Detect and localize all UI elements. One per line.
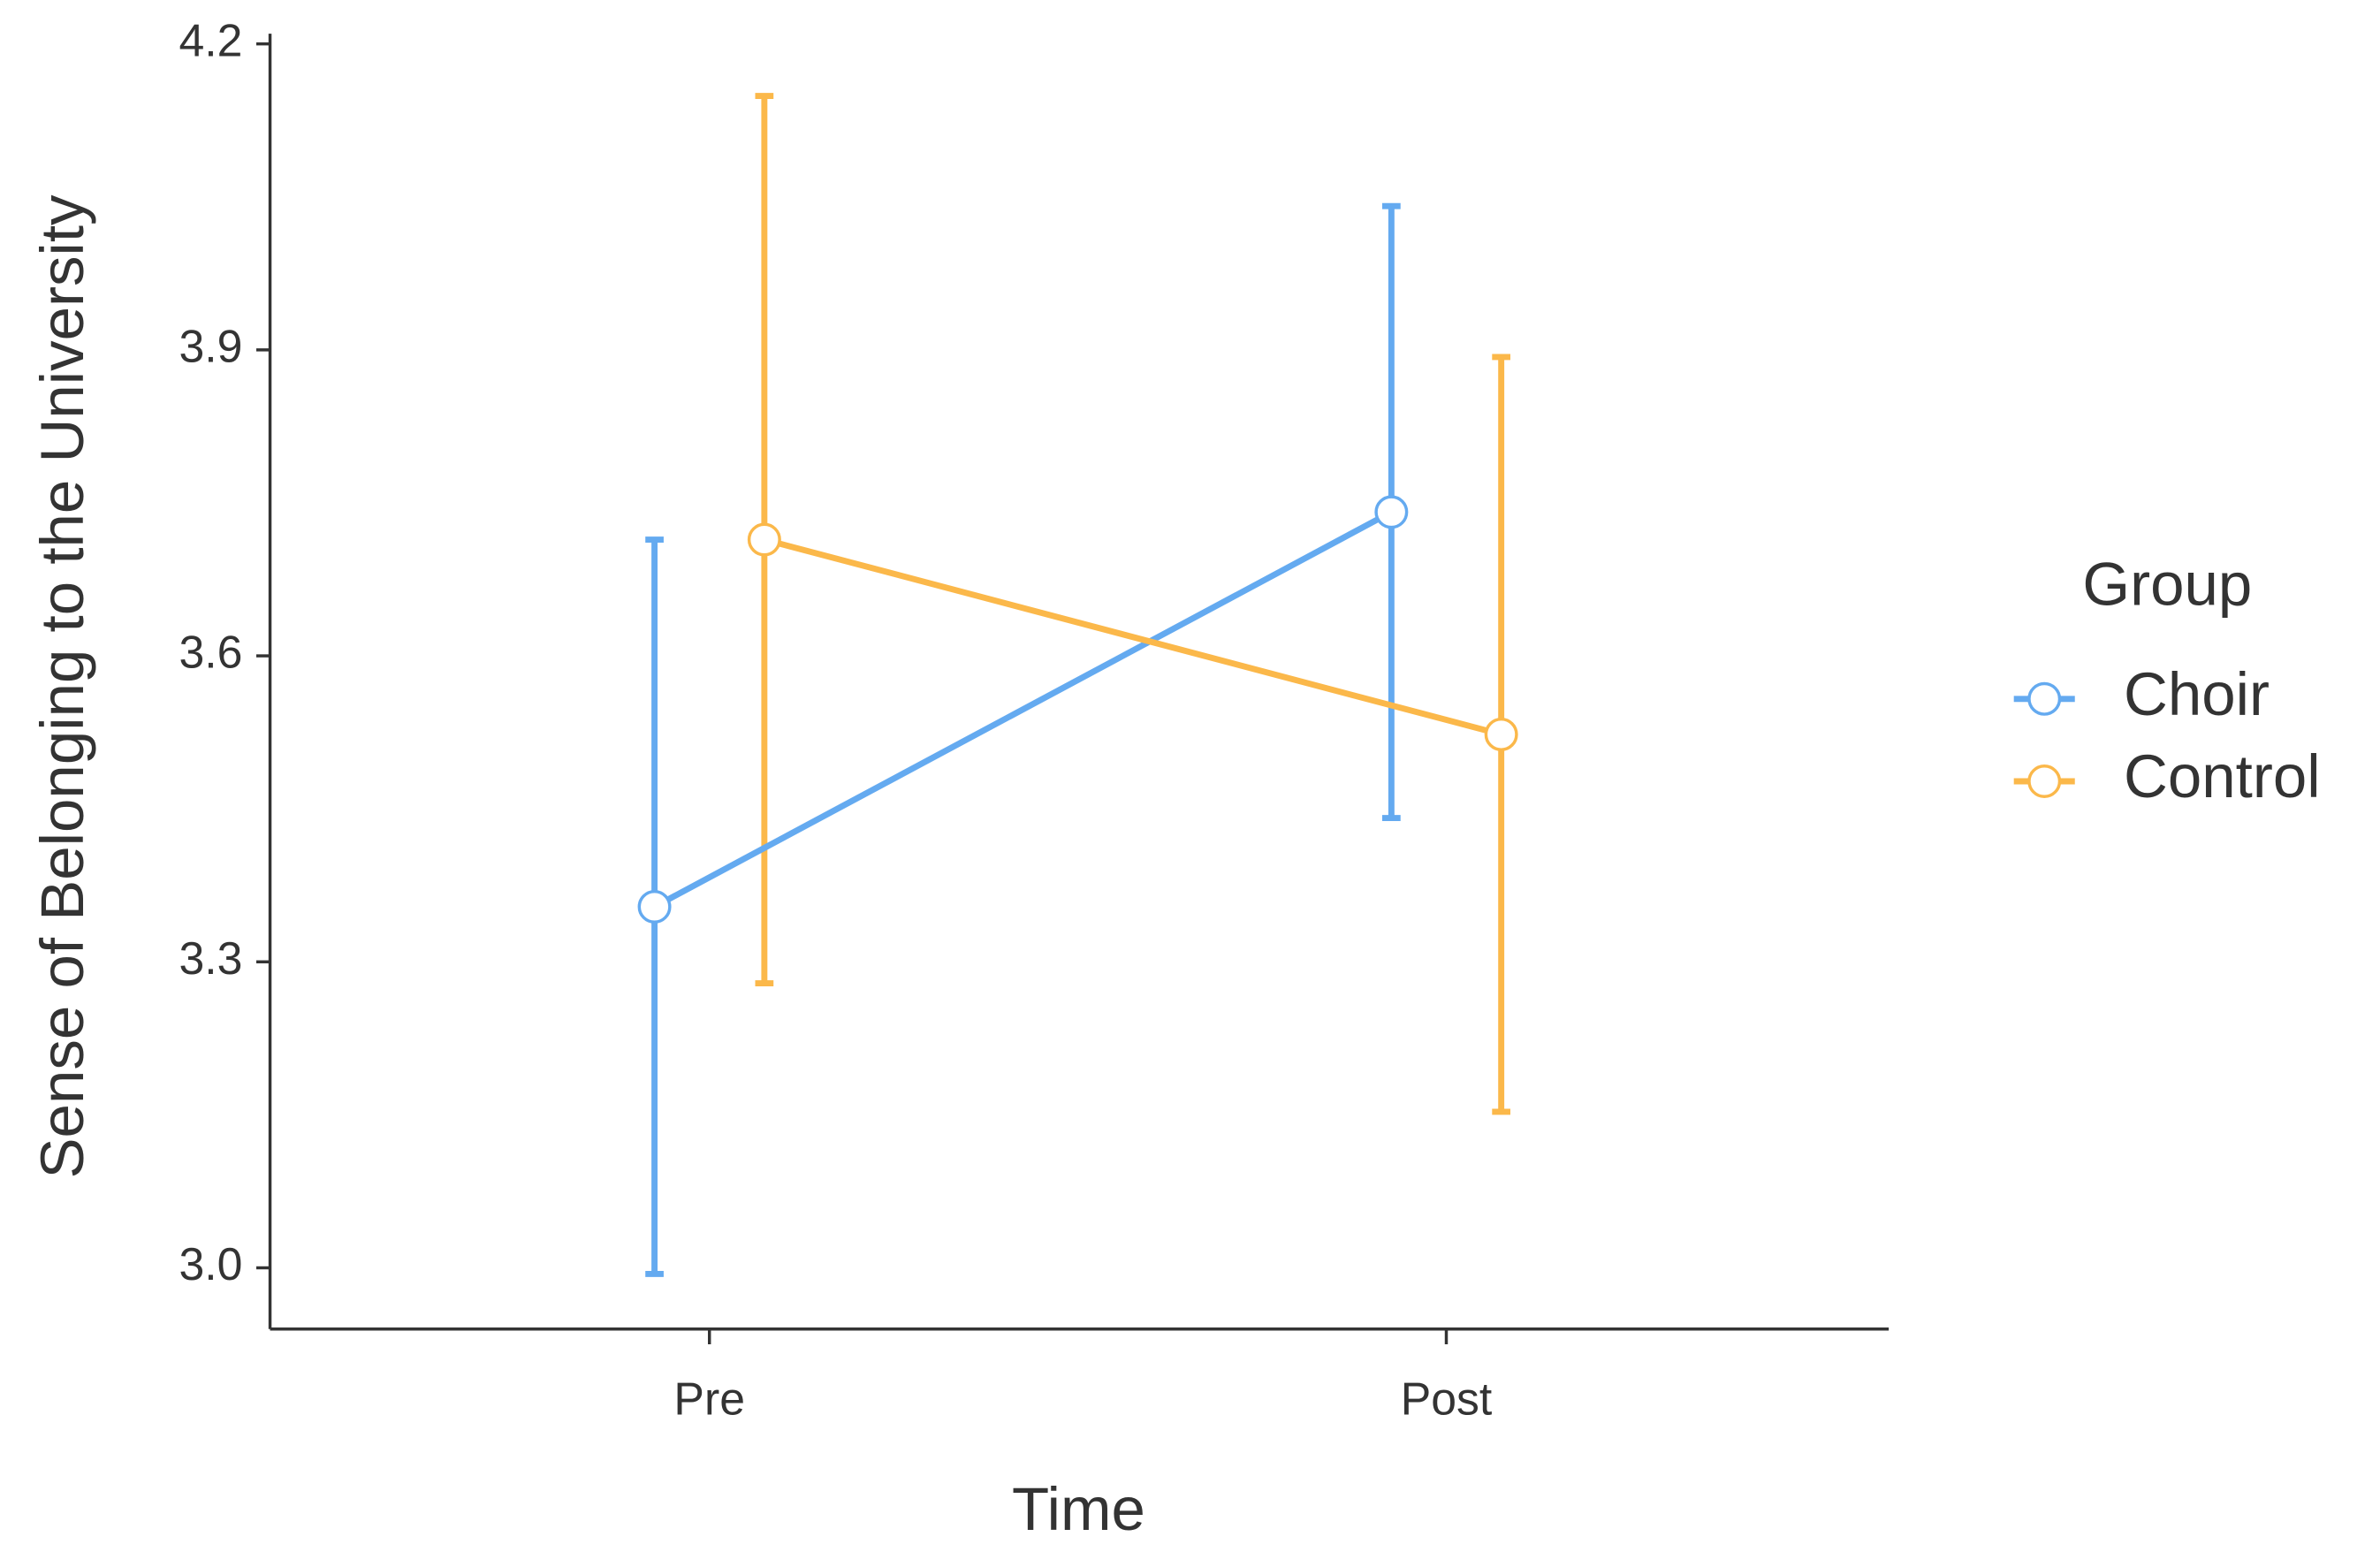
- y-tick-label: 3.3: [179, 932, 243, 984]
- x-axis-title: Time: [1012, 1474, 1145, 1543]
- x-tick-label: Pre: [673, 1373, 745, 1424]
- series-line: [763, 536, 1502, 738]
- legend-marker: [2027, 681, 2062, 716]
- legend-label: Choir: [2124, 659, 2270, 728]
- point: [1374, 495, 1409, 529]
- legend-title: Group: [2082, 550, 2252, 619]
- series-line: [652, 509, 1393, 910]
- y-tick-label: 3.9: [179, 321, 243, 372]
- y-tick-label: 3.0: [179, 1238, 243, 1289]
- legend-label: Control: [2124, 742, 2321, 810]
- point: [747, 522, 781, 557]
- x-tick-label: Post: [1401, 1373, 1493, 1424]
- y-tick-label: 3.6: [179, 627, 243, 678]
- point: [637, 889, 672, 924]
- point: [1484, 717, 1518, 751]
- y-axis-title: Sense of Belonging to the University: [27, 194, 96, 1179]
- legend-marker: [2027, 764, 2062, 798]
- y-tick-label: 4.2: [179, 14, 243, 65]
